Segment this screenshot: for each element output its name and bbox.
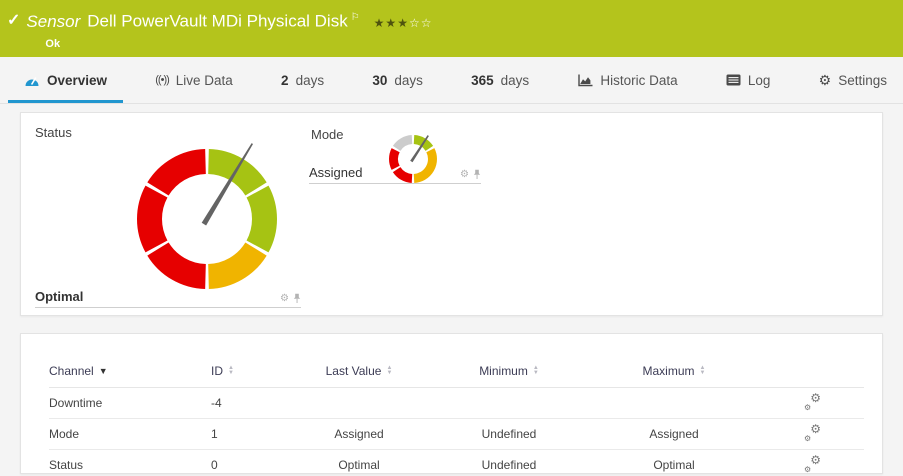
tab-label: days — [394, 72, 423, 88]
cell-channel: Mode — [49, 418, 211, 450]
channel-settings-icon[interactable]: ⚙ ⚙ — [804, 453, 821, 474]
table-row-downtime[interactable]: Downtime -4 ⚙ ⚙ — [49, 387, 864, 419]
tab-label: days — [295, 72, 325, 88]
column-header-channel[interactable]: Channel ▼ — [49, 364, 108, 378]
cell-last-value — [299, 387, 419, 419]
cell-minimum: Undefined — [419, 449, 599, 473]
tab-2-days[interactable]: 2 days — [279, 57, 326, 103]
sensor-title: Dell PowerVault MDi Physical Disk — [87, 11, 348, 31]
column-label: Minimum — [479, 364, 528, 378]
sort-icon: ▲ ▼ — [532, 365, 539, 376]
tab-settings[interactable]: ⚙ Settings — [817, 57, 889, 103]
cell-minimum — [419, 387, 599, 419]
table-row-mode[interactable]: Mode 1 Assigned Undefined Assigned ⚙ ⚙ — [49, 418, 864, 450]
cell-maximum: Optimal — [599, 449, 749, 473]
stars-filled[interactable]: ★★★ — [373, 15, 409, 30]
sort-desc-icon: ▼ — [98, 366, 108, 376]
tab-label: Historic Data — [600, 72, 678, 88]
cell-id: 1 — [211, 418, 299, 450]
cell-minimum: Undefined — [419, 418, 599, 450]
sensor-titles: Sensor Dell PowerVault MDi Physical Disk ⚐… — [26, 7, 432, 57]
sensor-kind-label: Sensor — [26, 11, 81, 31]
cell-last-value: Assigned — [299, 418, 419, 450]
cell-maximum — [599, 387, 749, 419]
channels-table: Channel ▼ ID ▲ ▼ Last Value ▲ ▼ Minimum ▲ ▼… — [49, 360, 864, 474]
flag-icon[interactable]: ⚐ — [350, 12, 360, 23]
mode-gauge-title: Mode — [311, 127, 344, 142]
log-list-icon — [726, 74, 741, 86]
tab-overview[interactable]: Overview — [7, 57, 124, 103]
widget-gear-icon[interactable]: ⚙ — [280, 292, 289, 304]
tab-label: days — [500, 72, 530, 88]
cell-last-value: Optimal — [299, 449, 419, 473]
widget-gear-icon[interactable]: ⚙ — [460, 168, 469, 180]
priority-stars[interactable]: ★★★☆☆ — [374, 16, 433, 30]
mode-gauge-value: Assigned — [309, 165, 363, 180]
tab-label: Overview — [47, 72, 108, 88]
area-chart-icon — [577, 74, 593, 87]
column-label: Channel — [49, 364, 94, 378]
tab-label: Log — [747, 72, 771, 88]
tab-label: Live Data — [175, 72, 233, 88]
sort-icon: ▲ ▼ — [228, 365, 234, 376]
column-label: Maximum — [642, 364, 695, 378]
cell-channel: Downtime — [49, 387, 211, 419]
overview-content: Status Optimal ⚙ Mode Assigned ⚙ — [0, 104, 903, 474]
cell-channel: Status — [49, 449, 211, 473]
tab-bar: Overview ((•)) Live Data 2 days 30 days … — [0, 57, 903, 104]
channel-settings-icon[interactable]: ⚙ ⚙ — [804, 422, 821, 443]
tab-label: Settings — [838, 72, 887, 88]
tab-365-days[interactable]: 365 days — [469, 57, 531, 103]
mode-gauge[interactable] — [381, 127, 445, 191]
column-header-id[interactable]: ID ▲ ▼ — [211, 364, 234, 378]
sensor-header: ✓ Sensor Dell PowerVault MDi Physical Dis… — [0, 0, 903, 57]
sensor-status-text: Ok — [45, 37, 61, 50]
status-gauge-title: Status — [35, 125, 72, 140]
cell-id: -4 — [211, 387, 299, 419]
status-gauge[interactable] — [117, 129, 297, 309]
status-gauge-footer: Optimal ⚙ — [35, 289, 301, 308]
tab-live-data[interactable]: ((•)) Live Data — [153, 57, 235, 103]
column-label: ID — [211, 364, 223, 378]
cell-id: 0 — [211, 449, 299, 473]
cell-maximum: Assigned — [599, 418, 749, 450]
status-gauge-value: Optimal — [35, 289, 84, 304]
tab-log[interactable]: Log — [724, 57, 773, 103]
status-check-icon: ✓ — [7, 12, 21, 29]
channels-panel: Channel ▼ ID ▲ ▼ Last Value ▲ ▼ Minimum ▲ ▼… — [20, 333, 883, 474]
broadcast-icon: ((•)) — [155, 74, 169, 86]
pin-icon[interactable] — [473, 169, 481, 180]
tab-number: 365 — [471, 72, 494, 88]
column-header-maximum[interactable]: Maximum ▲ ▼ — [643, 364, 706, 378]
mode-gauge-footer: Assigned ⚙ — [309, 165, 481, 184]
stars-empty[interactable]: ☆☆ — [408, 15, 433, 30]
column-header-last-value[interactable]: Last Value ▲ ▼ — [326, 364, 393, 378]
tab-number: 30 — [372, 72, 388, 88]
column-header-minimum[interactable]: Minimum ▲ ▼ — [479, 364, 539, 378]
gauge-icon — [24, 73, 40, 87]
table-row-status[interactable]: Status 0 Optimal Undefined Optimal ⚙ ⚙ — [49, 449, 864, 474]
column-label: Last Value — [325, 364, 382, 378]
table-header-row: Channel ▼ ID ▲ ▼ Last Value ▲ ▼ Minimum ▲ ▼… — [49, 360, 864, 388]
sort-icon: ▲ ▼ — [386, 365, 393, 376]
gauges-panel: Status Optimal ⚙ Mode Assigned ⚙ — [20, 112, 883, 316]
tab-historic-data[interactable]: Historic Data — [575, 57, 679, 103]
channel-settings-icon[interactable]: ⚙ ⚙ — [804, 391, 821, 412]
pin-icon[interactable] — [293, 293, 301, 304]
sort-icon: ▲ ▼ — [699, 365, 706, 376]
tab-number: 2 — [281, 72, 289, 88]
tab-30-days[interactable]: 30 days — [370, 57, 425, 103]
gear-icon: ⚙ — [818, 71, 832, 88]
